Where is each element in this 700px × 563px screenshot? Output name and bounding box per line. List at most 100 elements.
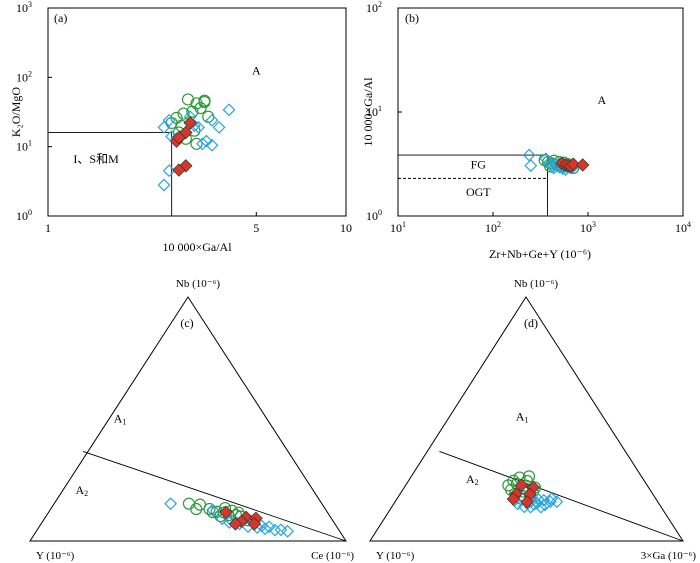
panel-b-log-log-plot: (b) Zr+Nb+Ge+Y (10⁻⁶) 10 000×Ga/Al 101 10… <box>361 0 691 261</box>
panel-d-boundaries <box>439 451 684 542</box>
green-circle-point <box>182 497 196 510</box>
panel-b-xlabel: Zr+Nb+Ge+Y (10⁻⁶) <box>489 247 591 261</box>
blue-diamond-point <box>550 495 564 509</box>
field-divider-line <box>439 451 684 542</box>
y-tick-label: 101 <box>366 104 382 119</box>
panel-a-region-labels: A I、S和M <box>73 63 261 166</box>
panel-c-points <box>164 497 294 538</box>
panel-a-boundaries <box>48 132 173 216</box>
blue-diamond-point <box>524 159 538 173</box>
green-circle-point <box>206 506 220 519</box>
red-diamond-point <box>183 116 197 130</box>
y-tick-label: 102 <box>366 0 382 15</box>
blue-diamond-point <box>206 503 220 517</box>
x-tick-label: 102 <box>485 220 501 235</box>
blue-diamond-point <box>205 113 219 127</box>
region-label: OGT <box>466 185 491 199</box>
y-tick-label: 100 <box>366 208 382 223</box>
blue-diamond-point <box>199 134 213 148</box>
red-diamond-point <box>520 495 534 509</box>
panel-b-points <box>522 148 590 176</box>
blue-diamond-point <box>545 492 558 505</box>
red-diamond-point <box>566 157 580 171</box>
red-diamond-point <box>239 510 253 525</box>
blue-diamond-point <box>522 148 536 162</box>
region-label: A1 <box>516 410 529 425</box>
panel-b-ylabel: 10 000×Ga/Al <box>361 77 375 147</box>
red-diamond-point <box>514 478 529 492</box>
x-tick-label: 1 <box>45 221 51 235</box>
x-tick-label: 10 <box>340 221 352 235</box>
panel-c-region-labels: A1 A2 <box>75 411 126 497</box>
red-diamond-point <box>576 158 590 172</box>
panel-d-apex-top: Nb (10⁻⁶) <box>514 278 558 290</box>
y-tick-label: 100 <box>16 208 32 223</box>
region-label: A1 <box>114 411 127 426</box>
region-label: A2 <box>75 483 88 498</box>
green-circle-point <box>181 93 195 106</box>
blue-diamond-point <box>262 520 276 534</box>
region-label: FG <box>471 158 487 172</box>
green-circle-point <box>190 502 203 516</box>
y-tick-label: 102 <box>16 69 32 84</box>
green-circle-point <box>522 470 536 483</box>
panel-b-frame <box>397 7 684 217</box>
blue-diamond-point <box>281 524 294 538</box>
blue-diamond-point <box>192 120 205 134</box>
green-circle-point <box>194 101 207 115</box>
blue-diamond-point <box>534 500 548 514</box>
blue-diamond-point <box>162 164 176 178</box>
blue-diamond-point <box>258 522 272 536</box>
panel-c-triangle <box>29 296 347 542</box>
blue-diamond-point <box>157 178 171 192</box>
panel-a-points <box>157 93 236 192</box>
panel-b-region-labels: A FG OGT <box>466 93 607 199</box>
panel-c-ternary-plot: (c) Nb (10⁻⁶) Y (10⁻⁶) Ce (10⁻⁶) A1 A2 <box>29 278 354 562</box>
red-diamond-point <box>247 517 262 531</box>
green-circle-point <box>544 160 557 173</box>
region-label: I、S和M <box>73 152 119 166</box>
panel-c-apex-left: Y (10⁻⁶) <box>36 550 75 562</box>
y-tick-label: 101 <box>16 139 32 154</box>
panel-d-ternary-plot: (d) Nb (10⁻⁶) Y (10⁻⁶) 3×Ga (10⁻⁶) A1 A2 <box>369 278 697 562</box>
blue-diamond-point <box>162 113 176 127</box>
panel-c-apex-top: Nb (10⁻⁶) <box>176 278 220 290</box>
x-tick-label: 104 <box>675 220 691 235</box>
panel-d-region-labels: A1 A2 <box>466 410 528 487</box>
blue-diamond-point <box>196 137 209 151</box>
panel-a-ticks: 1 5 10 100 101 102 103 <box>16 0 352 235</box>
blue-diamond-point <box>157 120 171 134</box>
green-circle-point <box>177 107 190 120</box>
panel-d-apex-right: 3×Ga (10⁻⁶) <box>641 550 697 562</box>
panel-a-ylabel: K₂O/MgO <box>9 87 23 138</box>
panel-a-label: (a) <box>54 11 67 25</box>
region-label: A <box>598 93 607 107</box>
panel-b-label: (b) <box>405 11 419 25</box>
green-circle-point <box>203 502 216 516</box>
red-diamond-point <box>228 517 243 531</box>
blue-diamond-point <box>274 523 288 537</box>
panel-a-xlabel: 10 000×Ga/Al <box>162 240 232 254</box>
panel-c-boundaries <box>82 451 347 542</box>
green-circle-point <box>502 479 515 492</box>
green-circle-point <box>190 137 203 150</box>
x-tick-label: 103 <box>580 220 596 235</box>
panel-c-apex-right: Ce (10⁻⁶) <box>311 550 354 562</box>
green-circle-point <box>202 110 215 123</box>
panel-d-triangle <box>369 296 684 542</box>
red-diamond-point <box>506 492 521 506</box>
field-divider-line <box>82 451 347 542</box>
panel-c-label: (c) <box>180 316 193 330</box>
panel-a-frame <box>47 7 347 217</box>
blue-diamond-point <box>222 103 236 117</box>
blue-diamond-point <box>164 497 178 511</box>
panel-b-ticks: 101 102 103 104 100 101 102 <box>366 0 691 235</box>
red-diamond-point <box>172 163 186 177</box>
y-tick-label: 103 <box>16 0 32 15</box>
blue-diamond-point <box>268 523 282 537</box>
green-circle-point <box>198 94 211 107</box>
panel-d-points <box>502 470 564 514</box>
red-diamond-point <box>172 130 186 145</box>
panel-a-log-log-plot: (a) 10 000×Ga/Al K₂O/MgO 1 5 10 100 101 102 10… <box>9 0 352 254</box>
